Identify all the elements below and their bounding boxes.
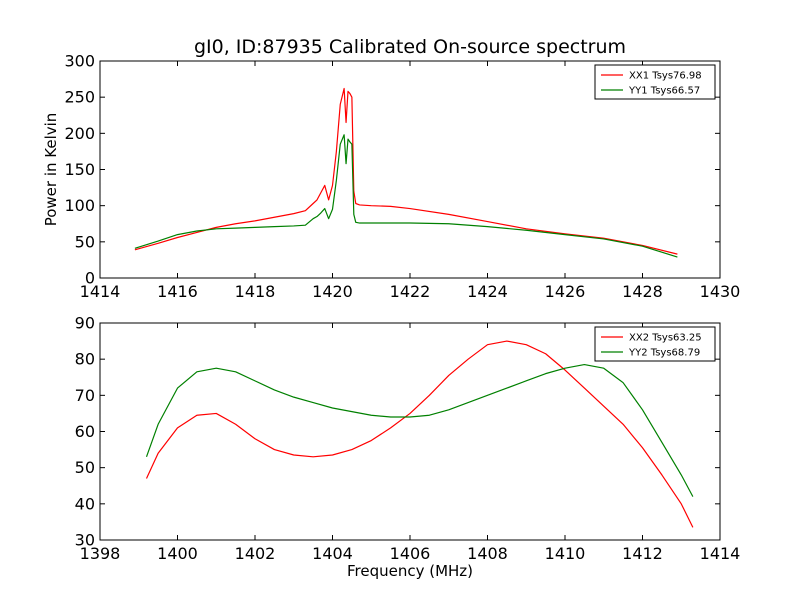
x-tick-label: 1420 bbox=[312, 282, 353, 301]
legend: XX2 Tsys63.25 YY2 Tsys68.79 bbox=[594, 326, 716, 362]
x-tick-label: 1400 bbox=[157, 544, 198, 563]
x-tick-label: 1422 bbox=[390, 282, 431, 301]
x-tick-label: 1402 bbox=[235, 544, 276, 563]
y-tick-label: 50 bbox=[75, 232, 95, 251]
legend: XX1 Tsys76.98 YY1 Tsys66.57 bbox=[594, 64, 716, 100]
series-line-1 bbox=[145, 340, 694, 528]
y-tick-label: 300 bbox=[64, 52, 95, 71]
x-tick-label: 1406 bbox=[390, 544, 431, 563]
x-tick-label: 1410 bbox=[545, 544, 586, 563]
x-tick-label: 1414 bbox=[700, 544, 741, 563]
legend-entry: XX2 Tsys63.25 bbox=[629, 333, 702, 344]
y-tick-label: 60 bbox=[75, 422, 95, 441]
x-tick-label: 1428 bbox=[622, 282, 663, 301]
y-tick-label: 0 bbox=[85, 269, 95, 288]
legend-entry: XX1 Tsys76.98 bbox=[629, 71, 702, 82]
series-line-1 bbox=[134, 87, 678, 255]
y-tick-label: 250 bbox=[64, 88, 95, 107]
x-tick-label: 1424 bbox=[467, 282, 508, 301]
y-tick-label: 40 bbox=[75, 494, 95, 513]
x-tick-label: 1416 bbox=[157, 282, 198, 301]
series-line-2 bbox=[145, 363, 694, 497]
y-tick-label: 100 bbox=[64, 196, 95, 215]
x-axis-label: Frequency (MHz) bbox=[347, 562, 473, 580]
legend-box bbox=[594, 64, 716, 100]
x-tick-label: 1426 bbox=[545, 282, 586, 301]
top-panel: 1414 1416 1418 1420 1422 1424 1426 1428 1430 0 50 1… bbox=[42, 52, 740, 302]
figure-title: gI0, ID:87935 Calibrated On-source spect… bbox=[194, 36, 626, 58]
legend-entry: YY2 Tsys68.79 bbox=[628, 348, 700, 359]
y-tick-label: 80 bbox=[75, 350, 95, 369]
x-tick-label: 1412 bbox=[622, 544, 663, 563]
y-tick-label: 150 bbox=[64, 160, 95, 179]
x-tick-label: 1430 bbox=[700, 282, 741, 301]
y-tick-label: 90 bbox=[75, 314, 95, 333]
y-tick-label: 50 bbox=[75, 458, 95, 477]
legend-box bbox=[594, 326, 716, 362]
x-tick-label: 1414 bbox=[80, 282, 121, 301]
x-tick-label: 1398 bbox=[80, 544, 121, 563]
bottom-panel: 1398 1400 1402 1404 1406 1408 1410 1412 1414 30 40… bbox=[75, 314, 741, 581]
x-tick-label: 1404 bbox=[312, 544, 353, 563]
x-tick-label: 1418 bbox=[235, 282, 276, 301]
y-tick-label: 70 bbox=[75, 386, 95, 405]
y-tick-label: 200 bbox=[64, 124, 95, 143]
x-tick-label: 1408 bbox=[467, 544, 508, 563]
y-axis-label: Power in Kelvin bbox=[42, 113, 60, 227]
legend-entry: YY1 Tsys66.57 bbox=[628, 86, 700, 97]
series-line-2 bbox=[134, 134, 678, 258]
y-tick-label: 30 bbox=[75, 531, 95, 550]
